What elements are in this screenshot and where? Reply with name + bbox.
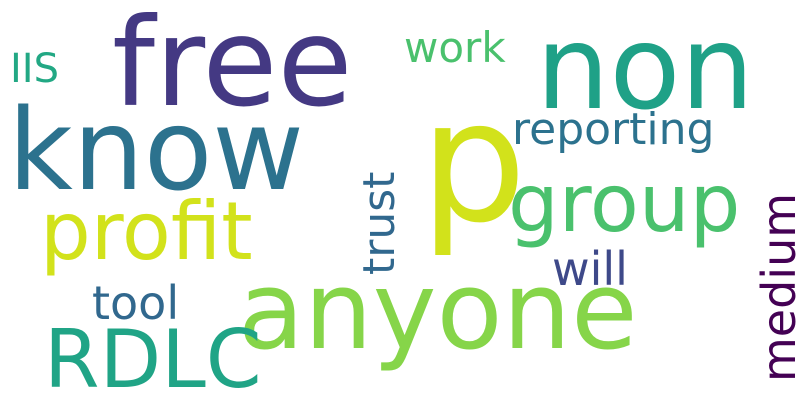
word-group: group xyxy=(508,157,741,250)
word-work: work xyxy=(404,23,506,72)
word-non: non xyxy=(536,1,755,136)
word-free: free xyxy=(112,0,353,134)
word-tool: tool xyxy=(92,276,180,330)
word-know: know xyxy=(8,86,304,216)
word-anyone: anyone xyxy=(238,249,638,374)
word-trust: trust xyxy=(354,171,405,275)
word-will: will xyxy=(552,242,628,296)
word-p: p xyxy=(420,64,527,260)
word-rdlc: RDLC xyxy=(44,313,262,400)
word-reporting: reporting xyxy=(512,104,715,155)
word-iis: IIS xyxy=(10,46,59,92)
word-profit: profit xyxy=(40,185,253,278)
word-medium: medium xyxy=(752,192,800,382)
